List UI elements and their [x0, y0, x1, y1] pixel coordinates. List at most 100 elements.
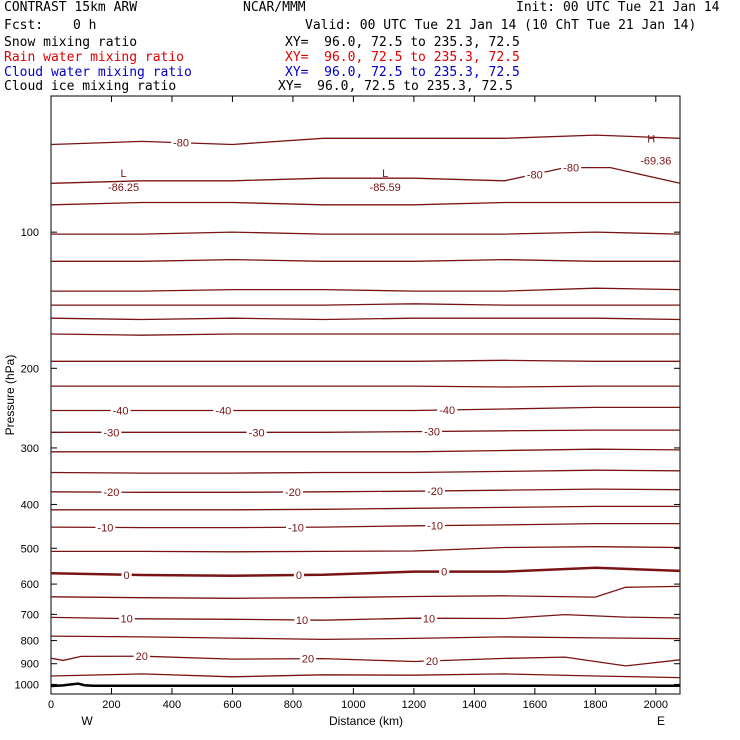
- contour-label: -20: [427, 486, 443, 498]
- x-tick-label: 1400: [462, 699, 486, 711]
- forecast-hour: 0 h: [73, 18, 97, 33]
- contour-label: 10: [423, 613, 435, 625]
- isotherm-line: [51, 429, 680, 433]
- x-tick-label: 2000: [644, 699, 668, 711]
- isotherm-layer: [50, 134, 681, 679]
- field-name-cloud-water: Cloud water mixing ratio: [4, 65, 192, 80]
- surface-layer: [50, 682, 680, 688]
- low-value: -85.59: [370, 182, 401, 194]
- field-name-cloud-ice: Cloud ice mixing ratio: [4, 79, 177, 94]
- contour-label: -10: [427, 521, 443, 533]
- contour-label: -10: [97, 522, 113, 534]
- contour-label: -40: [439, 405, 455, 417]
- x-tick-label: 1200: [402, 699, 426, 711]
- isotherm-line: [50, 488, 681, 493]
- surface-pressure-line: [50, 682, 680, 688]
- y-tick-label: 200: [21, 363, 39, 375]
- isotherm-line: [51, 448, 681, 453]
- y-tick-label: 1000: [15, 679, 39, 691]
- isotherm-line: [51, 287, 681, 292]
- init-time: Init: 00 UTC Tue 21 Jan 14: [516, 0, 720, 15]
- x-end-label-west: W: [81, 714, 93, 728]
- center-label: NCAR/MMM: [243, 0, 306, 15]
- isotherm-line: [51, 505, 680, 511]
- isotherm-line: [50, 522, 680, 529]
- x-tick-label: 1000: [341, 699, 365, 711]
- contour-label: -40: [215, 406, 231, 418]
- low-marker: L: [382, 168, 388, 180]
- field-xy-rain: XY= 96.0, 72.5 to 235.3, 72.5: [285, 50, 520, 65]
- x-tick-label: 1600: [523, 699, 547, 711]
- contour-label: -30: [424, 426, 440, 438]
- contour-label: 20: [136, 651, 148, 663]
- field-xy-cloud-water: XY= 96.0, 72.5 to 235.3, 72.5: [285, 65, 520, 80]
- y-tick-label: 900: [21, 659, 39, 671]
- contour-label: 0: [124, 570, 130, 582]
- contour-label: 0: [296, 570, 302, 582]
- isotherm-line: [50, 469, 681, 474]
- contour-label: -30: [104, 427, 120, 439]
- isotherm-line: [51, 359, 680, 362]
- forecast-label: Fcst:: [4, 18, 44, 33]
- field-name-rain: Rain water mixing ratio: [4, 50, 185, 65]
- contour-label: -20: [104, 487, 120, 499]
- isotherm-line: [50, 673, 681, 679]
- contour-label: -20: [285, 487, 301, 499]
- contour-label: -80: [527, 169, 543, 181]
- contour-label: -10: [288, 522, 304, 534]
- isotherm-line: [50, 635, 681, 641]
- x-tick-label: 800: [284, 699, 302, 711]
- y-tick-label: 100: [21, 227, 39, 239]
- contour-label: -40: [113, 406, 129, 418]
- field-name-snow: Snow mixing ratio: [4, 35, 138, 50]
- field-xy-cloud-ice: XY= 96.0, 72.5 to 235.3, 72.5: [278, 79, 513, 94]
- contour-label: -80: [563, 163, 579, 175]
- y-tick-label: 300: [21, 443, 39, 455]
- contour-label: 20: [302, 654, 314, 666]
- isotherm-line: [51, 406, 680, 412]
- isotherm-line: [50, 585, 681, 599]
- y-tick-label: 600: [21, 579, 39, 591]
- x-end-label-east: E: [657, 714, 665, 728]
- y-tick-label: 400: [21, 499, 39, 511]
- isotherm-line: [50, 566, 681, 577]
- isotherm-line: [50, 317, 681, 321]
- contour-label: -30: [249, 427, 265, 439]
- contour-label: 10: [296, 615, 308, 627]
- contour-label: -80: [173, 138, 189, 150]
- isotherm-line: [50, 655, 681, 667]
- field-xy-snow: XY= 96.0, 72.5 to 235.3, 72.5: [285, 35, 520, 50]
- y-axis-label: Pressure (hPa): [3, 355, 17, 436]
- isotherm-line: [50, 201, 680, 206]
- plot-frame: [50, 95, 681, 695]
- x-tick-label: 200: [102, 699, 120, 711]
- y-tick-label: 800: [21, 636, 39, 648]
- contour-label: 0: [441, 567, 447, 579]
- high-value: -69.36: [640, 155, 671, 167]
- x-axis-label: Distance (km): [329, 714, 403, 728]
- isotherm-line: [51, 546, 681, 553]
- isotherm-line: [50, 333, 680, 336]
- isotherm-line: [51, 258, 680, 262]
- isotherm-line: [50, 166, 681, 184]
- x-tick-label: 0: [48, 699, 54, 711]
- isotherm-line: [51, 385, 680, 388]
- low-marker: L: [121, 168, 127, 180]
- high-marker: H: [647, 133, 655, 145]
- isotherm-line: [51, 231, 681, 235]
- isotherm-line: [50, 134, 681, 146]
- valid-time: Valid: 00 UTC Tue 21 Jan 14 (10 ChT Tue …: [305, 18, 697, 33]
- x-tick-label: 400: [163, 699, 181, 711]
- contour-label: 20: [426, 656, 438, 668]
- y-tick-label: 500: [21, 543, 39, 555]
- contour-label-layer: -80 -80 -80 -40 -40 -40 -30 -30 -30 -20 -20 -20 -10 -…: [95, 133, 671, 670]
- isotherm-line: [51, 303, 680, 306]
- model-title: CONTRAST 15km ARW: [4, 0, 138, 15]
- contour-label: 10: [120, 614, 132, 626]
- x-tick-label: 1800: [583, 699, 607, 711]
- low-value: -86.25: [108, 182, 139, 194]
- x-tick-label: 600: [223, 699, 241, 711]
- y-tick-label: 700: [21, 609, 39, 621]
